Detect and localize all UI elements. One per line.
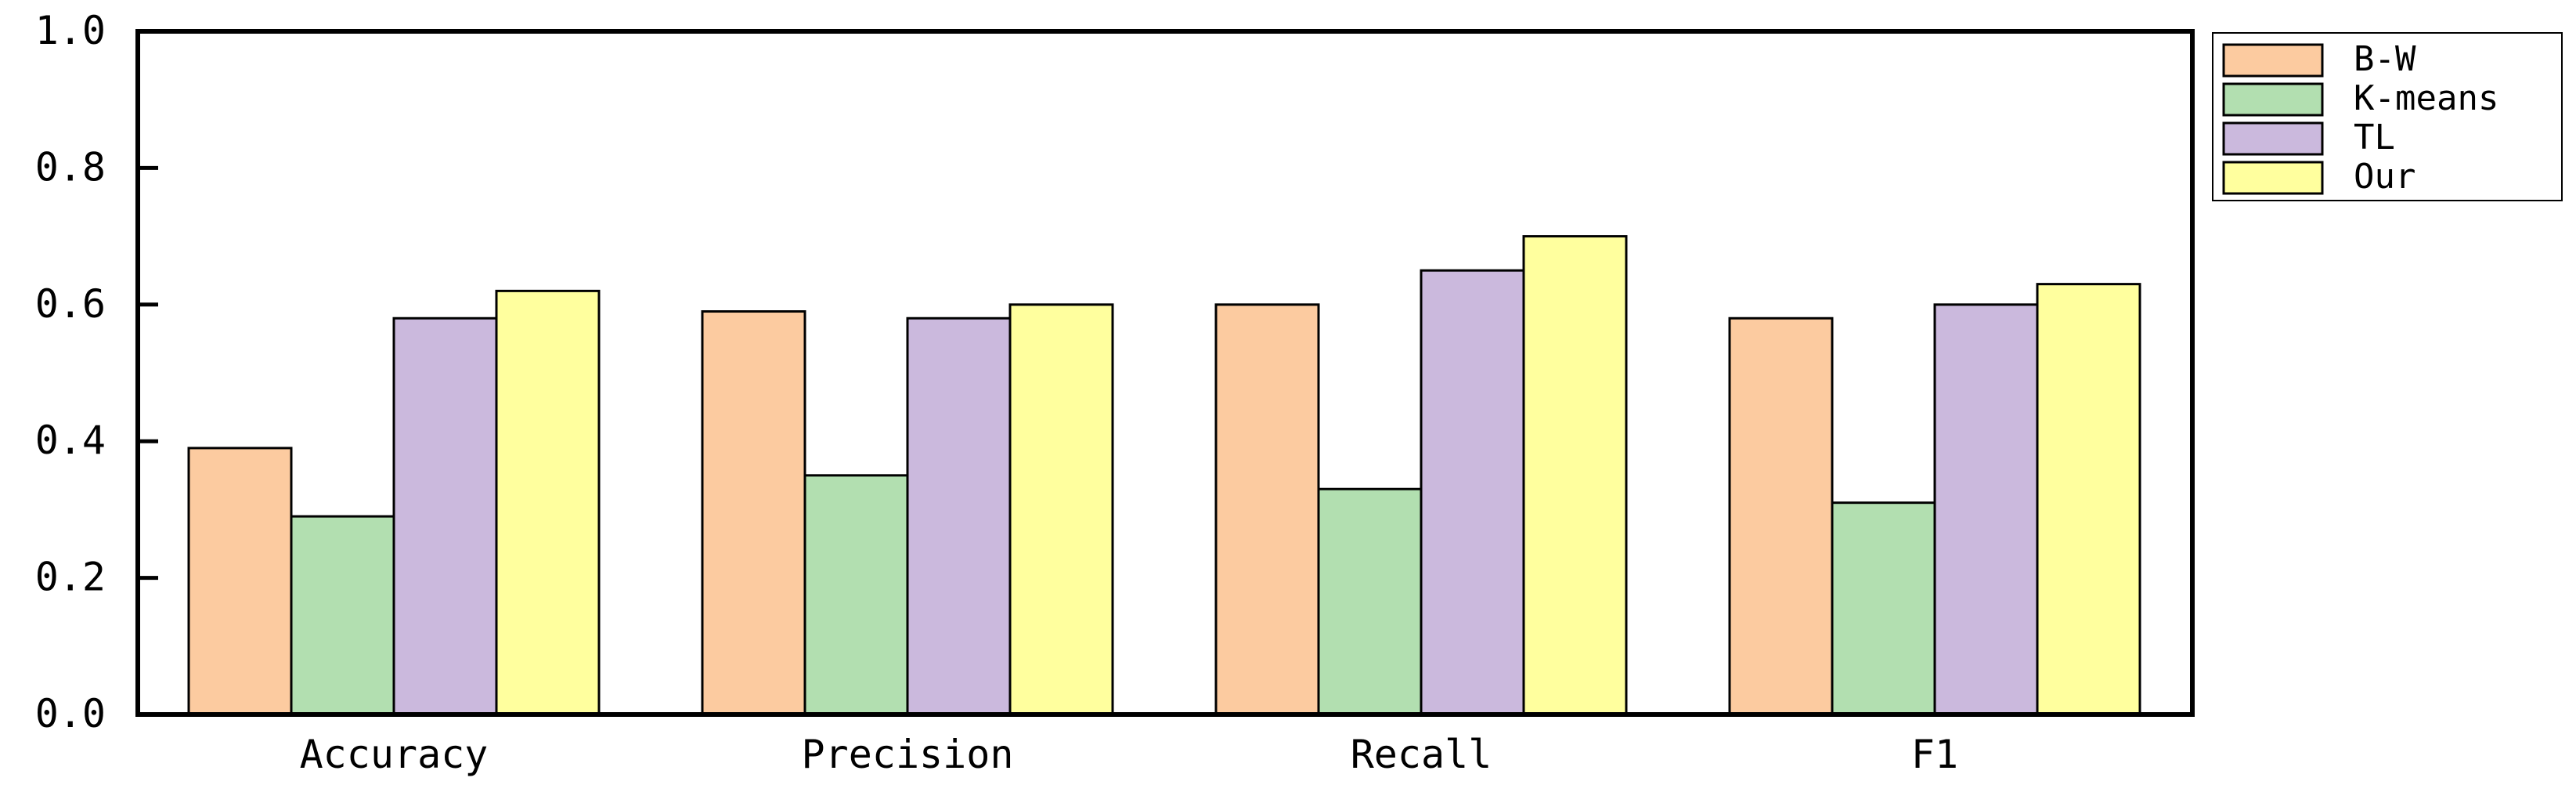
bar-tl-recall (1420, 269, 1525, 716)
bar-b-w-accuracy (187, 447, 293, 716)
bar-k-means-f1 (1831, 501, 1936, 716)
bar-our-recall (1522, 235, 1628, 716)
legend-label: B-W (2354, 39, 2416, 79)
legend-label: TL (2354, 118, 2395, 157)
bar-our-accuracy (495, 289, 601, 716)
x-tick-label: Accuracy (300, 732, 489, 777)
legend-item-our: Our (2222, 157, 2415, 197)
legend-item-b-w: B-W (2222, 39, 2416, 79)
bar-b-w-precision (701, 310, 806, 716)
x-tick-label: F1 (1911, 732, 1958, 777)
bar-group-precision (701, 303, 1114, 716)
y-tick-label: 1.0 (35, 8, 106, 53)
legend-swatch (2222, 121, 2324, 156)
bar-our-precision (1008, 303, 1114, 716)
plot-frame (135, 29, 2195, 717)
legend-swatch (2222, 82, 2324, 117)
y-tick-label: 0.0 (35, 691, 106, 736)
legend-label: K-means (2354, 78, 2498, 118)
x-tick-label: Recall (1351, 732, 1492, 777)
bar-group-f1 (1728, 283, 2141, 716)
legend-item-k-means: K-means (2222, 78, 2498, 118)
bar-group-accuracy (187, 289, 601, 716)
bar-b-w-f1 (1728, 317, 1834, 716)
x-axis: Accuracy Precision Recall F1 (300, 732, 1959, 777)
bar-k-means-accuracy (290, 515, 395, 716)
y-tick-label: 0.6 (35, 281, 106, 327)
y-tick-label: 0.2 (35, 555, 106, 600)
x-tick-label: Precision (802, 732, 1014, 777)
y-tick-label: 0.4 (35, 418, 106, 463)
bar-k-means-precision (803, 474, 909, 716)
legend-label: Our (2354, 157, 2415, 197)
y-tick-label: 0.8 (35, 144, 106, 190)
y-axis: 0.0 0.2 0.4 0.6 0.8 1.0 (35, 8, 158, 736)
bar-our-f1 (2036, 283, 2141, 716)
bar-tl-accuracy (392, 317, 498, 716)
legend-item-tl: TL (2222, 118, 2395, 157)
bar-b-w-recall (1214, 303, 1320, 716)
legend-swatch (2222, 161, 2324, 195)
bar-k-means-recall (1317, 487, 1423, 716)
legend-swatch (2222, 43, 2324, 78)
bars-layer (187, 235, 2141, 716)
bar-group-recall (1214, 235, 1628, 716)
bar-tl-precision (906, 317, 1012, 716)
bar-tl-f1 (1933, 303, 2039, 716)
